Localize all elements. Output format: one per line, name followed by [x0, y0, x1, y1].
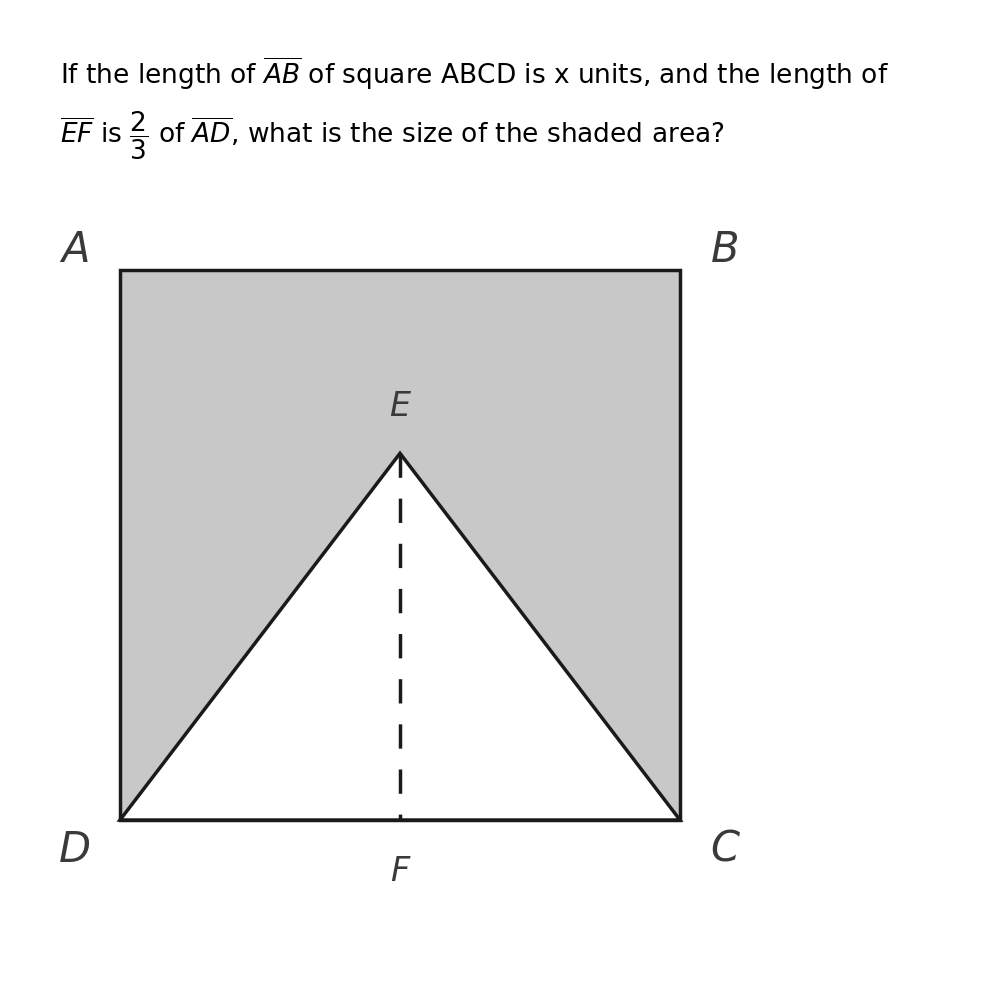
- Text: E: E: [389, 391, 411, 423]
- Text: F: F: [390, 855, 410, 888]
- Polygon shape: [120, 270, 680, 820]
- Text: A: A: [61, 229, 89, 271]
- Polygon shape: [120, 453, 680, 820]
- Text: C: C: [710, 829, 740, 871]
- Text: If the length of $\overline{AB}$ of square ABCD is x units, and the length of: If the length of $\overline{AB}$ of squa…: [60, 55, 889, 92]
- Text: $\overline{EF}$ is $\dfrac{2}{3}$ of $\overline{AD}$, what is the size of the sh: $\overline{EF}$ is $\dfrac{2}{3}$ of $\o…: [60, 110, 725, 162]
- Text: B: B: [711, 229, 739, 271]
- Text: D: D: [59, 829, 91, 871]
